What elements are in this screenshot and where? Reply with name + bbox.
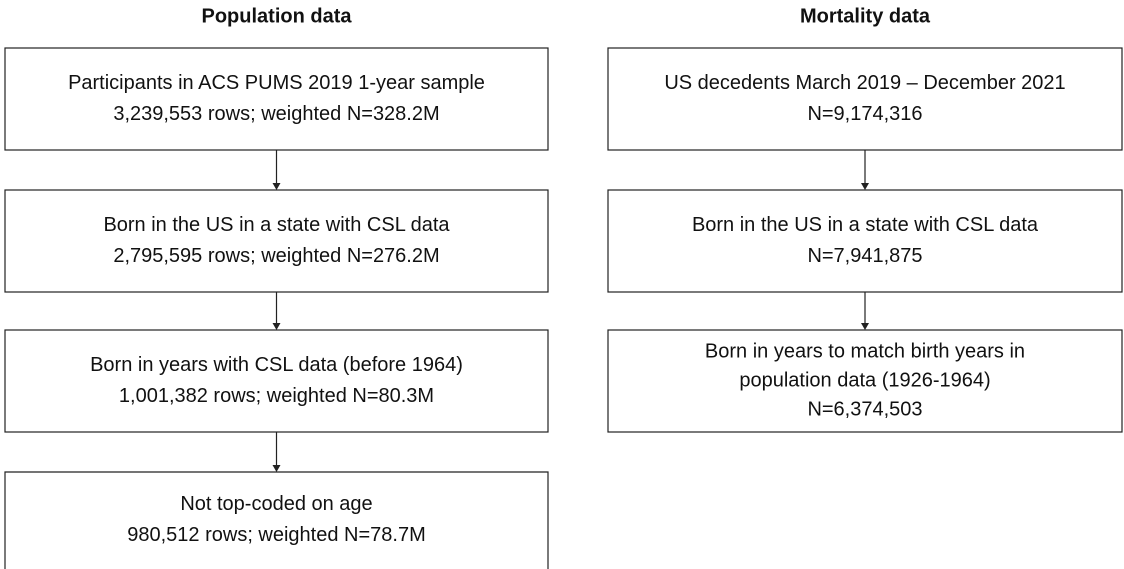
box: [4, 47, 549, 151]
box-text: 3,239,553 rows; weighted N=328.2M: [113, 103, 439, 125]
arrow-head: [861, 183, 869, 190]
box-text: 1,001,382 rows; weighted N=80.3M: [119, 385, 434, 407]
box-text: Born in years to match birth years in: [705, 340, 1025, 362]
box-text: population data (1926-1964): [739, 369, 990, 391]
box: [4, 329, 549, 433]
box: [4, 471, 549, 569]
box-text: 980,512 rows; weighted N=78.7M: [127, 524, 426, 546]
box-text: N=7,941,875: [807, 245, 922, 267]
box: [607, 329, 1123, 433]
arrow-head: [272, 323, 281, 330]
box-text: 2,795,595 rows; weighted N=276.2M: [113, 245, 439, 267]
box: [4, 189, 549, 293]
column-title: Mortality data: [800, 5, 931, 27]
box-text: US decedents March 2019 – December 2021: [664, 72, 1065, 94]
column-title: Population data: [202, 5, 353, 27]
arrow-head: [861, 323, 869, 330]
box: [607, 189, 1123, 293]
box-text: Participants in ACS PUMS 2019 1-year sam…: [68, 72, 485, 94]
box: [607, 47, 1123, 151]
box-text: N=6,374,503: [807, 398, 922, 420]
box-text: Not top-coded on age: [180, 493, 372, 515]
arrow-head: [272, 183, 281, 190]
box-text: N=9,174,316: [807, 103, 922, 125]
arrow-head: [272, 465, 281, 472]
box-text: Born in the US in a state with CSL data: [692, 214, 1039, 236]
box-text: Born in years with CSL data (before 1964…: [90, 354, 463, 376]
box-text: Born in the US in a state with CSL data: [103, 214, 450, 236]
